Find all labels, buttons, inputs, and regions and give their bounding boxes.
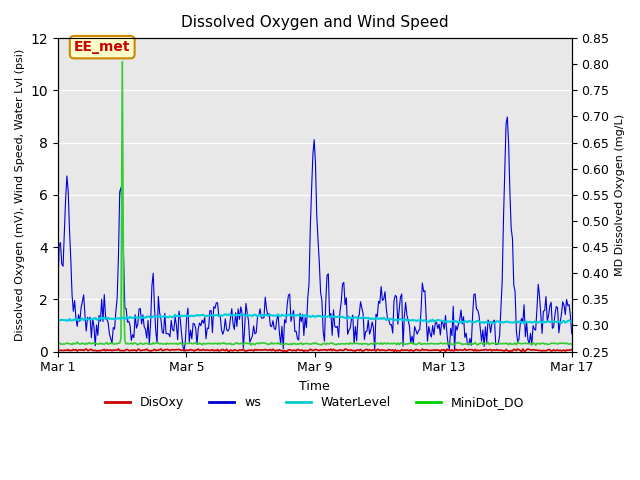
Text: EE_met: EE_met bbox=[74, 40, 131, 54]
Y-axis label: Dissolved Oxygen (mV), Wind Speed, Water Lvl (psi): Dissolved Oxygen (mV), Wind Speed, Water… bbox=[15, 48, 25, 341]
X-axis label: Time: Time bbox=[300, 380, 330, 393]
Y-axis label: MD Dissolved Oxygen (mg/L): MD Dissolved Oxygen (mg/L) bbox=[615, 114, 625, 276]
Legend: DisOxy, ws, WaterLevel, MiniDot_DO: DisOxy, ws, WaterLevel, MiniDot_DO bbox=[100, 391, 530, 414]
Title: Dissolved Oxygen and Wind Speed: Dissolved Oxygen and Wind Speed bbox=[181, 15, 449, 30]
